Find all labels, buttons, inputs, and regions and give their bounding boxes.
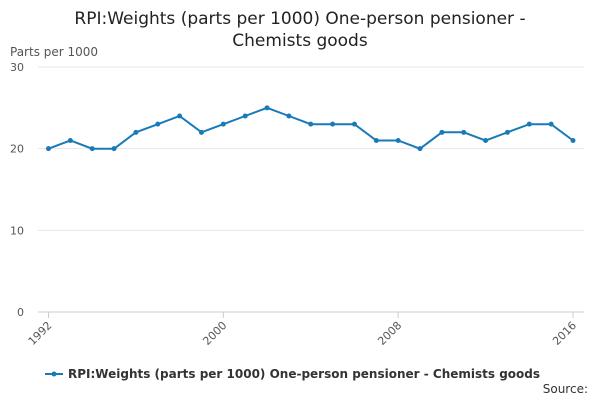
x-tick-label: 1992 xyxy=(26,319,55,348)
data-point[interactable] xyxy=(351,121,357,127)
series-group xyxy=(46,105,576,152)
data-point[interactable] xyxy=(483,138,489,143)
data-point[interactable] xyxy=(308,121,314,127)
series-line xyxy=(48,106,574,150)
chart-title-line-2: Chemists goods xyxy=(232,31,368,51)
y-tick-labels: 0 10 20 30 xyxy=(10,61,24,319)
y-axis-label: Parts per 1000 xyxy=(10,45,98,59)
data-point[interactable] xyxy=(526,121,532,127)
y-tick-label: 10 xyxy=(10,224,24,237)
data-point[interactable] xyxy=(220,121,226,127)
x-tick-labels: 1992 2000 2008 2016 xyxy=(26,312,579,348)
data-point[interactable] xyxy=(330,121,336,127)
data-point[interactable] xyxy=(198,129,204,135)
data-point[interactable] xyxy=(373,138,379,143)
x-tick-label: 2000 xyxy=(200,319,229,348)
legend-marker xyxy=(51,371,57,377)
data-point[interactable] xyxy=(570,138,576,143)
chart-title-line-1: RPI:Weights (parts per 1000) One-person … xyxy=(74,9,525,29)
gridlines xyxy=(38,66,584,313)
data-point[interactable] xyxy=(548,121,554,127)
y-tick-label: 20 xyxy=(10,143,24,156)
x-tick-label: 2008 xyxy=(375,319,404,348)
source-label: Source: xyxy=(543,382,588,396)
data-point[interactable] xyxy=(242,113,248,119)
data-point[interactable] xyxy=(286,113,292,119)
x-tick-label: 2016 xyxy=(550,319,579,348)
data-point[interactable] xyxy=(439,129,445,135)
data-point[interactable] xyxy=(417,146,423,152)
legend-label[interactable]: RPI:Weights (parts per 1000) One-person … xyxy=(68,367,540,381)
data-point[interactable] xyxy=(155,121,161,127)
data-point[interactable] xyxy=(395,138,401,143)
y-tick-label: 0 xyxy=(17,306,24,319)
data-point[interactable] xyxy=(264,105,270,111)
data-point[interactable] xyxy=(461,129,467,135)
data-point[interactable] xyxy=(133,129,139,135)
data-point[interactable] xyxy=(89,146,95,152)
data-point[interactable] xyxy=(46,146,51,152)
data-point[interactable] xyxy=(177,113,183,119)
data-point[interactable] xyxy=(111,146,117,152)
legend[interactable]: RPI:Weights (parts per 1000) One-person … xyxy=(45,367,540,381)
data-point[interactable] xyxy=(504,129,510,135)
y-tick-label: 30 xyxy=(10,61,24,74)
data-point[interactable] xyxy=(67,138,73,143)
